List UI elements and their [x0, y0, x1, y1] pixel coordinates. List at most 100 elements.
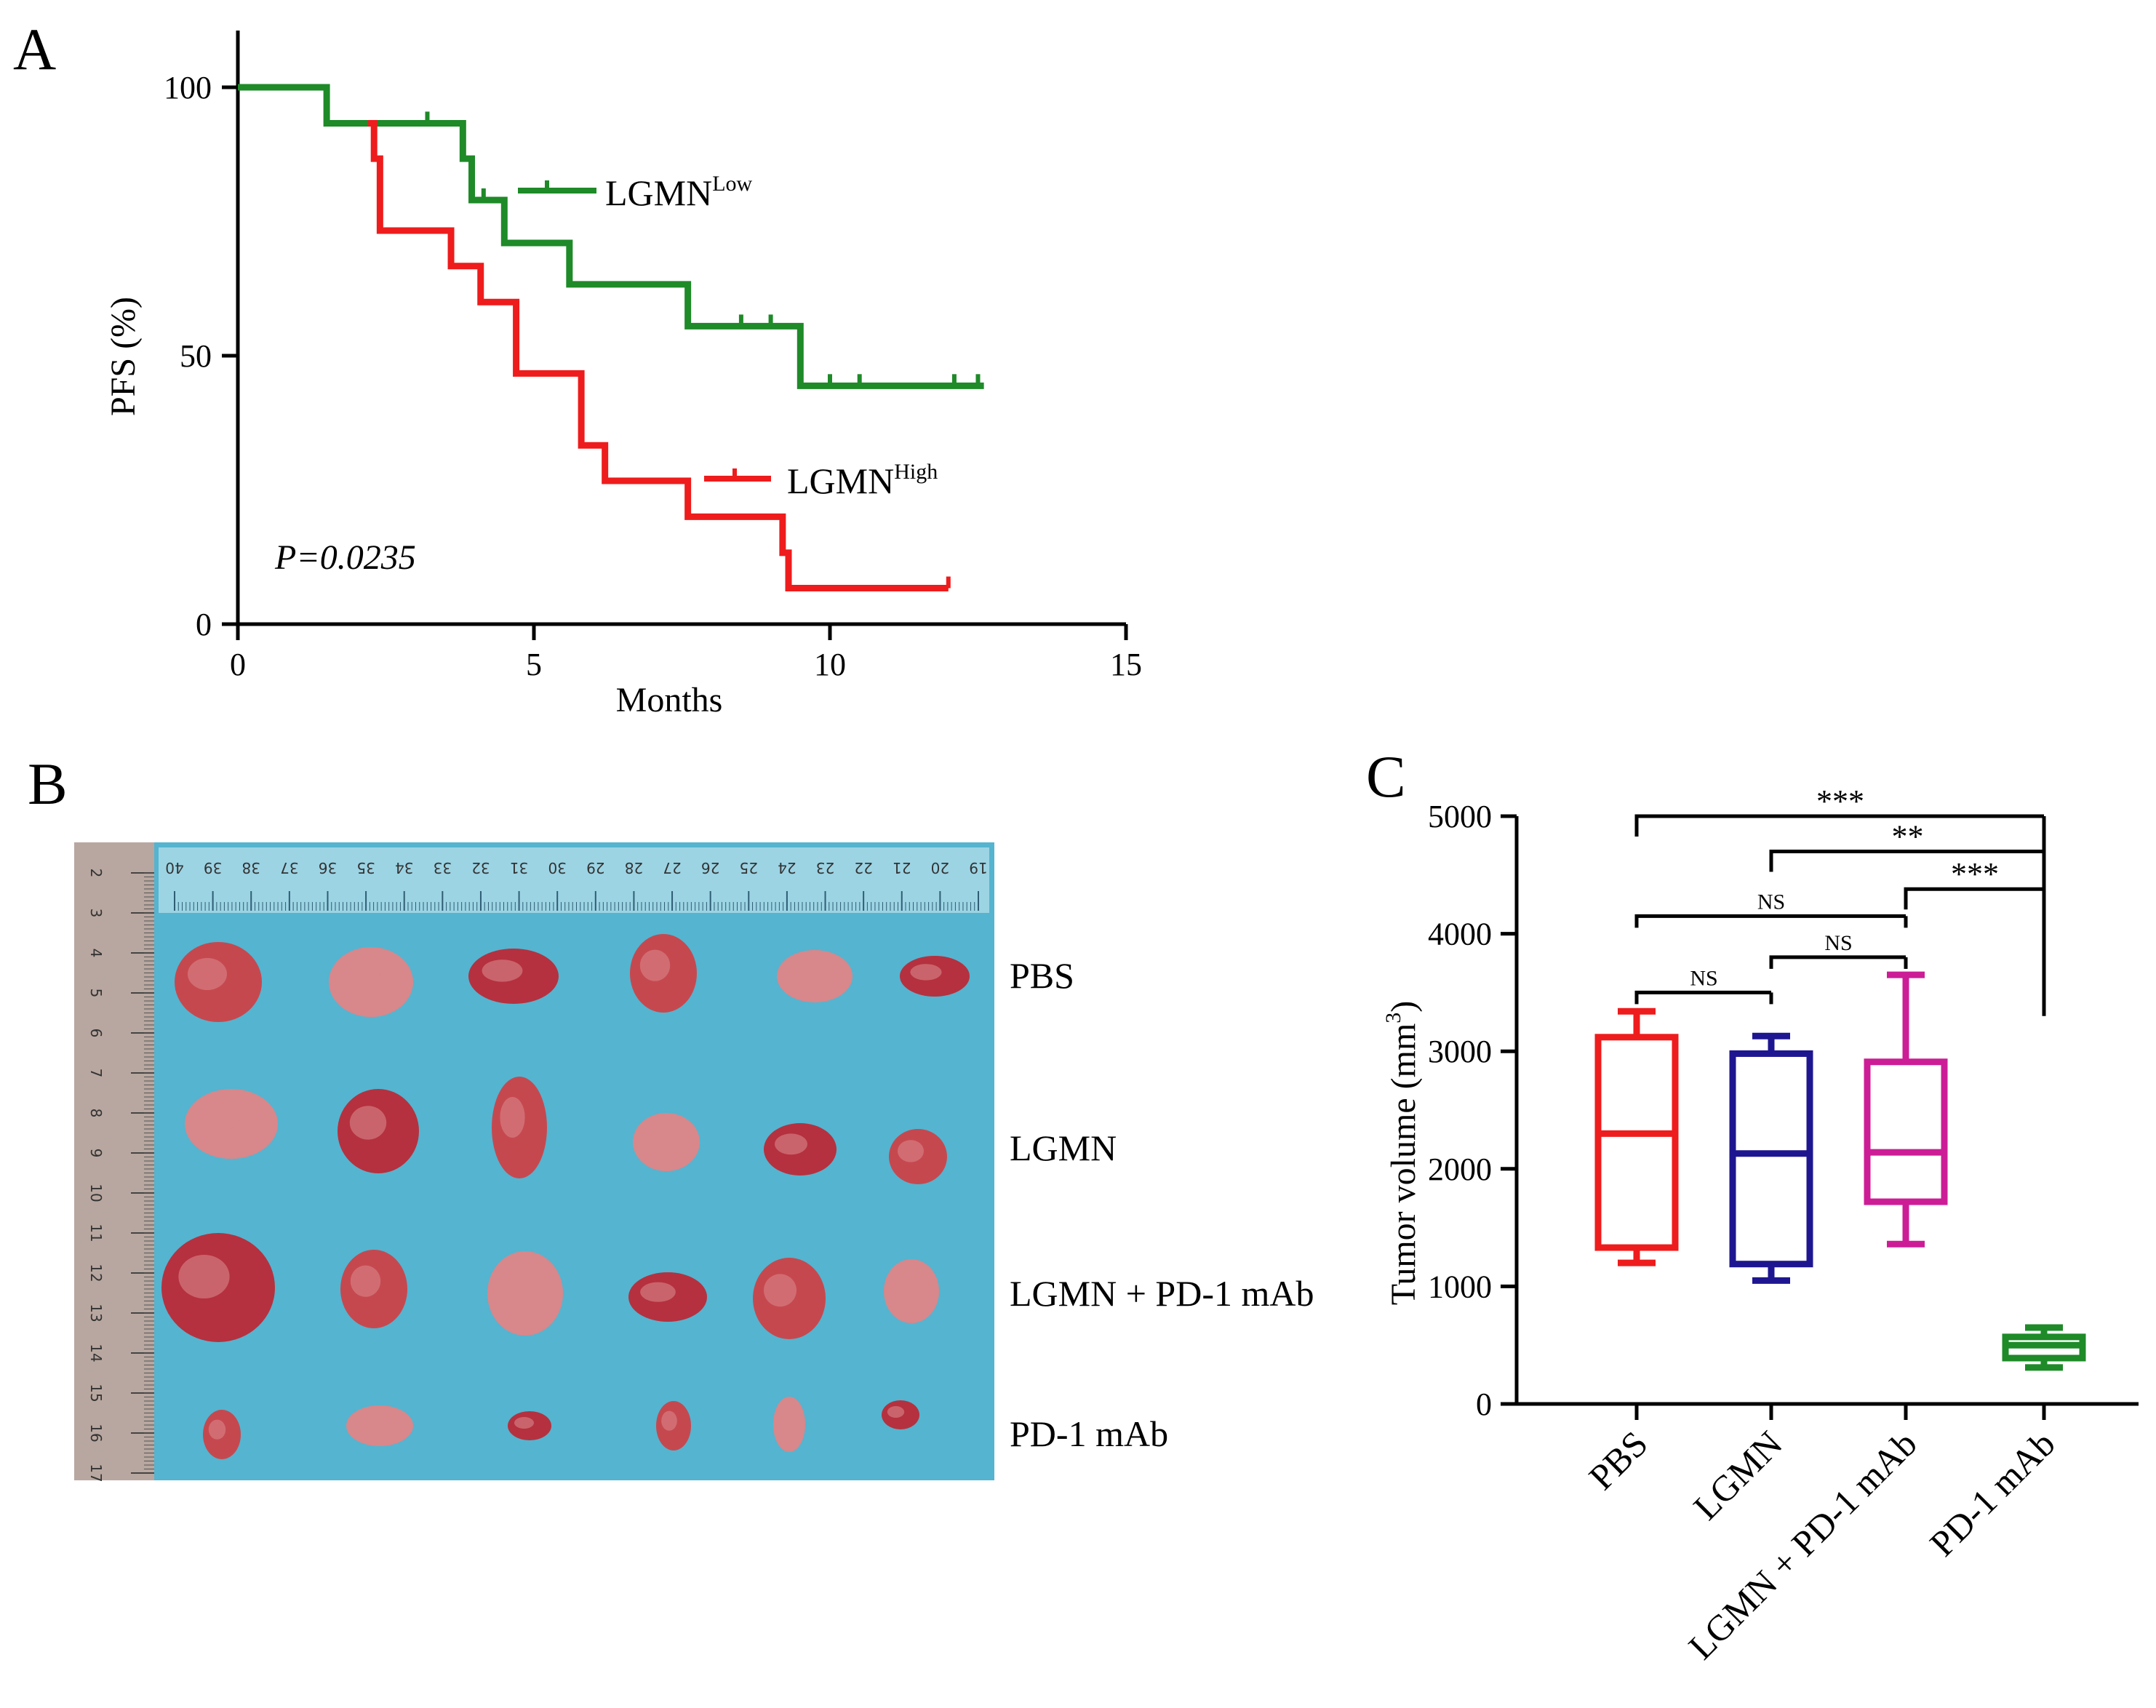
km-axes: 0 5 10 15 0 50 100: [164, 31, 1142, 682]
ruler-top-number: 20: [931, 859, 949, 877]
tumor-highlight: [188, 958, 227, 990]
sig-bracket: [1904, 887, 2044, 910]
box-x-tick-label: PBS: [1581, 1423, 1656, 1498]
panel-letter-b: B: [28, 751, 68, 817]
ruler-left-number: 17: [87, 1464, 105, 1482]
ruler-left-number: 7: [87, 1069, 105, 1078]
ruler-top-number: 22: [854, 859, 872, 877]
tumor-highlight: [887, 1406, 905, 1418]
km-x-tick-label: 0: [230, 647, 246, 682]
ruler-top-number: 39: [204, 859, 222, 877]
km-legend-high-label: LGMNHigh: [787, 460, 938, 501]
tumor-highlight: [639, 949, 671, 981]
ruler-left-number: 2: [87, 869, 105, 878]
km-x-tick-label: 10: [814, 647, 846, 682]
ruler-left-number: 9: [87, 1149, 105, 1158]
ruler-top-number: 36: [319, 859, 337, 877]
km-chart: 0 5 10 15 0 50 100 Months PFS (%) P=0.0235 LGM…: [104, 31, 1142, 719]
km-curves: [238, 84, 984, 592]
box-group-2: [1864, 971, 1948, 1248]
box-axes: 0 1000 2000 3000 4000 5000: [1428, 799, 2139, 1422]
ruler-top-number: 30: [548, 859, 566, 877]
ruler-left-number: 15: [87, 1384, 105, 1402]
ruler-top-number: 27: [663, 859, 681, 877]
tumor-highlight: [642, 1125, 674, 1148]
box-group-1: [1729, 1032, 1813, 1284]
ruler-left-number: 14: [87, 1344, 105, 1362]
ruler-left-number: 12: [87, 1264, 105, 1282]
box-y-tick-label: 0: [1476, 1386, 1492, 1422]
ruler-top-number: 25: [740, 859, 758, 877]
sig-bracket: [1769, 955, 1906, 969]
ruler-top-number: 32: [471, 859, 490, 877]
km-p-value: P=0.0235: [274, 538, 416, 577]
tumors: [161, 934, 970, 1459]
ruler-left-number: 3: [87, 909, 105, 918]
ruler-top-number: 26: [701, 859, 719, 877]
ruler-top-number: 33: [434, 859, 452, 877]
box-y-tick-label: 5000: [1428, 799, 1492, 834]
sig-bracket: [1769, 849, 2044, 872]
sig-label: ***: [1816, 783, 1864, 819]
box-y-axis-title: Tumor volume (mm3): [1381, 1001, 1423, 1306]
ruler-top-number: 37: [280, 859, 298, 877]
sig-label: **: [1892, 818, 1924, 854]
ruler-top-number: 31: [510, 859, 528, 877]
ruler-left-number: 8: [87, 1109, 105, 1118]
box-x-tick-label: LGMN: [1685, 1423, 1790, 1528]
box-iqr: [1864, 1058, 1948, 1205]
tumor-highlight: [482, 959, 523, 982]
tumor-highlight: [514, 1417, 534, 1429]
tumor-highlight: [640, 1282, 676, 1302]
tumor-highlight: [208, 1419, 226, 1440]
box-group-0: [1594, 1007, 1679, 1266]
sig-label: NS: [1690, 966, 1717, 990]
tumor-highlight: [892, 1272, 917, 1298]
km-x-axis-title: Months: [616, 681, 723, 719]
photo-row-label-pd1: PD-1 mAb: [1010, 1413, 1168, 1454]
box-group-3: [2002, 1324, 2086, 1371]
km-y-tick-label: 0: [196, 607, 212, 642]
ruler-top-marks: 40 39 38 37 36 35 34 33 32 31 30 29 28 27 26 25 24 23 22 21…: [165, 859, 988, 911]
sig-label: NS: [1757, 890, 1785, 914]
photo-background: [154, 842, 994, 1480]
km-curve-high: [368, 119, 949, 592]
ruler-top-number: 19: [969, 859, 987, 877]
ruler-top-number: 28: [625, 859, 643, 877]
tumor-highlight: [898, 1140, 924, 1162]
ruler-top-number: 34: [395, 859, 413, 877]
tumor-highlight: [356, 1413, 387, 1430]
ruler-left-number: 6: [87, 1029, 105, 1038]
km-y-tick-label: 50: [180, 338, 212, 374]
tumor-highlight: [775, 1133, 807, 1155]
tumor-highlight: [349, 1106, 387, 1140]
box-iqr: [1594, 1034, 1679, 1251]
km-legend-low: LGMNLow: [518, 172, 753, 213]
ruler-top-number: 21: [893, 859, 911, 877]
km-y-tick-label: 100: [164, 70, 212, 105]
ruler-left-number: 4: [87, 949, 105, 958]
box-y-tick-label: 4000: [1428, 917, 1492, 952]
box-y-tick-label: 1000: [1428, 1269, 1492, 1304]
sig-label: ***: [1951, 856, 1999, 892]
ruler-left-number: 5: [87, 989, 105, 998]
box-marks: [1594, 971, 2086, 1371]
box-x-tick-label: PD-1 mAb: [1922, 1423, 2063, 1564]
box-y-tick-label: 3000: [1428, 1034, 1492, 1069]
box-x-tick-label: LGMN + PD-1 mAb: [1680, 1423, 1925, 1667]
photo-row-label-lgmn: LGMN: [1010, 1128, 1117, 1168]
tumor-highlight: [778, 1408, 793, 1430]
tumor-highlight: [350, 1265, 381, 1297]
photo-row-label-lgmn-pd1: LGMN + PD-1 mAb: [1010, 1273, 1314, 1314]
km-legend-low-label: LGMNLow: [605, 172, 753, 213]
ruler-top-number: 23: [816, 859, 834, 877]
tumor-highlight: [199, 1103, 241, 1131]
sig-bracket: [1634, 914, 1906, 928]
tumor-highlight: [788, 960, 823, 982]
tumor-highlight: [500, 1097, 525, 1138]
tumor-highlight: [661, 1410, 677, 1431]
panel-letter-c: C: [1366, 743, 1406, 810]
ruler-left-number: 16: [87, 1424, 105, 1442]
